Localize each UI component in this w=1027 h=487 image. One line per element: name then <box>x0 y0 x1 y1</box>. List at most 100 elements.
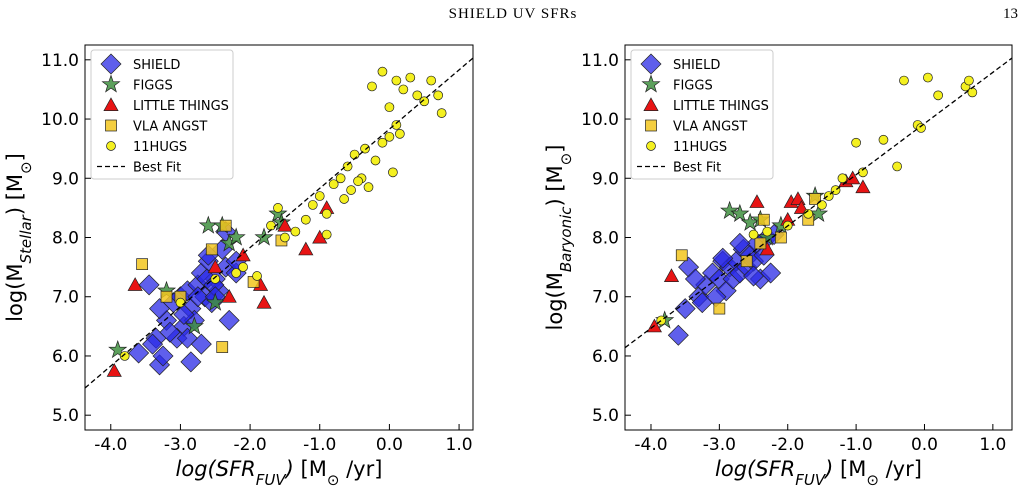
legend-swatch <box>101 74 121 93</box>
circle-marker <box>412 90 423 101</box>
legend-label: Best Fit <box>673 161 721 176</box>
circle-marker <box>878 134 889 145</box>
label-part: log(SFR <box>715 457 795 481</box>
y-tick-label: 5.0 <box>592 406 619 426</box>
circle-marker <box>377 66 388 77</box>
diamond-marker <box>173 304 195 325</box>
label-part: [M <box>294 457 327 481</box>
circle-marker <box>370 155 381 166</box>
circle-marker <box>342 161 353 172</box>
star-marker <box>720 200 740 219</box>
y-tick-label: 5.0 <box>52 406 79 426</box>
label-part: log(SFR <box>176 457 256 481</box>
circle-marker <box>916 123 926 133</box>
square-marker <box>160 290 173 303</box>
circle-marker <box>300 214 311 225</box>
circle-marker <box>280 232 290 243</box>
square-marker <box>757 213 770 226</box>
y-tick-label: 10.0 <box>581 110 619 130</box>
diamond-marker <box>142 333 164 355</box>
y-tick-label: 6.0 <box>592 347 619 367</box>
circle-marker <box>964 75 974 86</box>
square-marker <box>713 302 726 315</box>
square-marker <box>216 341 229 353</box>
square-marker <box>205 243 218 256</box>
plot-frame <box>624 44 1013 431</box>
diamond-marker <box>674 298 696 320</box>
label-part: ] <box>3 153 27 161</box>
x-tick-label: -3.0 <box>164 435 197 455</box>
label-part: ) <box>823 457 833 481</box>
diamond-marker <box>684 268 706 290</box>
y-axis-label: log(MStellar) [M⊙] <box>3 153 35 322</box>
circle-marker <box>419 96 430 107</box>
label-part: log(M <box>543 272 567 330</box>
label-part: ⊙ <box>17 161 35 174</box>
circle-marker <box>398 84 409 95</box>
circle-marker <box>367 81 377 92</box>
x-tick-label: -2.0 <box>234 435 267 455</box>
triangle-marker <box>277 217 293 232</box>
chart: -4.0 -3.0 -2.0 -1.0 0.0 1.0 5.0 6.0 7.0 8.0 9.0 10.… <box>543 44 1013 487</box>
y-tick-label: 9.0 <box>52 169 79 189</box>
star-marker <box>268 203 288 222</box>
star-marker <box>730 203 750 222</box>
legend-swatch <box>643 97 659 111</box>
circle-marker <box>923 72 933 83</box>
star-marker <box>108 339 128 359</box>
x-tick-label: -1.0 <box>840 435 873 455</box>
x-tick-label: -2.0 <box>771 435 804 455</box>
square-marker <box>809 193 821 205</box>
best-fit-line <box>85 57 473 389</box>
x-tick-label: 1.0 <box>446 435 473 455</box>
star-marker <box>205 292 225 311</box>
plot-area <box>625 57 1012 349</box>
triangle-marker <box>749 194 765 208</box>
legend-swatch <box>645 119 657 132</box>
circle-marker <box>266 220 276 231</box>
circle-marker <box>252 271 262 281</box>
circle-marker <box>892 161 902 172</box>
circle-marker <box>238 262 248 272</box>
circle-marker <box>933 90 944 101</box>
label-part: FUV <box>795 471 827 487</box>
legend-swatch <box>646 141 656 151</box>
circle-marker <box>388 167 398 178</box>
x-tick-label: -4.0 <box>634 435 667 455</box>
legend-label: FIGGS <box>673 79 713 94</box>
legend-swatch <box>106 141 116 151</box>
legend-box <box>90 49 234 180</box>
legend-label: LITTLE THINGS <box>673 99 769 114</box>
circle-marker <box>391 120 402 130</box>
square-marker <box>136 258 148 271</box>
triangle-marker <box>298 241 314 256</box>
circle-marker <box>405 72 416 83</box>
label-part: /yr] <box>339 457 382 481</box>
y-tick-label: 7.0 <box>592 288 619 308</box>
legend-label: LITTLE THINGS <box>133 99 229 114</box>
star-marker <box>184 316 204 335</box>
diamond-marker <box>691 292 713 314</box>
star-marker <box>254 227 274 246</box>
y-tick-label: 11.0 <box>41 51 79 71</box>
square-marker <box>740 255 753 268</box>
x-tick-label: -1.0 <box>303 435 336 455</box>
diamond-marker <box>667 324 689 346</box>
circle-marker <box>328 179 339 190</box>
circle-marker <box>817 200 827 210</box>
star-marker <box>740 212 760 231</box>
circle-marker <box>433 90 444 101</box>
legend-swatch <box>640 53 662 75</box>
x-tick-label: -4.0 <box>94 435 127 455</box>
triangle-marker <box>221 289 237 303</box>
circle-marker <box>748 229 759 240</box>
circle-marker <box>360 143 370 154</box>
circle-marker <box>175 297 186 308</box>
label-part: ] <box>543 145 567 153</box>
circle-marker <box>377 137 388 148</box>
circle-marker <box>426 75 437 86</box>
square-marker <box>219 219 232 232</box>
circle-marker <box>899 75 909 86</box>
y-tick-label: 8.0 <box>592 229 619 249</box>
